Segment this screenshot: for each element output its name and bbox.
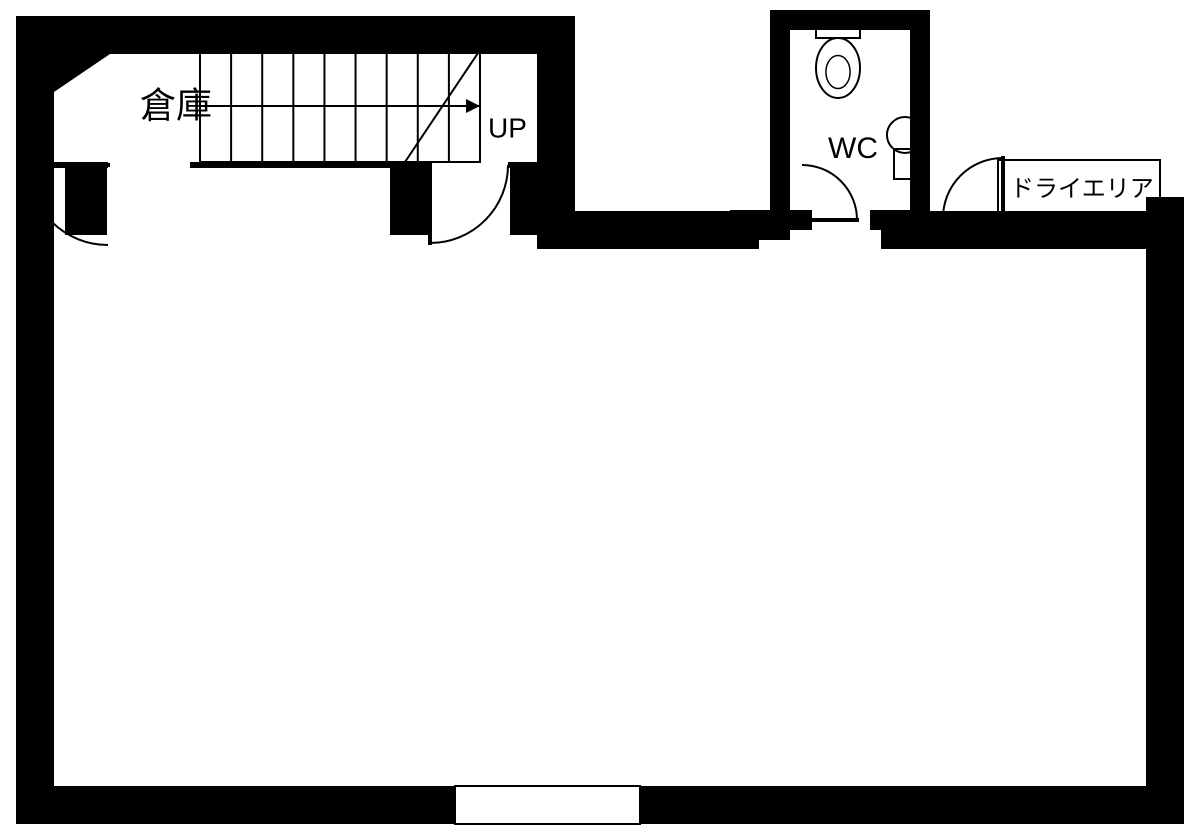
label-wc: WC	[828, 132, 878, 165]
floor-plan-canvas: 倉庫 UP WC ドライエリア	[0, 0, 1199, 838]
label-storage: 倉庫	[140, 85, 212, 126]
label-up: UP	[488, 112, 527, 143]
label-dry-area: ドライエリア	[1010, 175, 1154, 202]
floor-plan-svg: 倉庫 UP WC ドライエリア	[0, 0, 1199, 838]
